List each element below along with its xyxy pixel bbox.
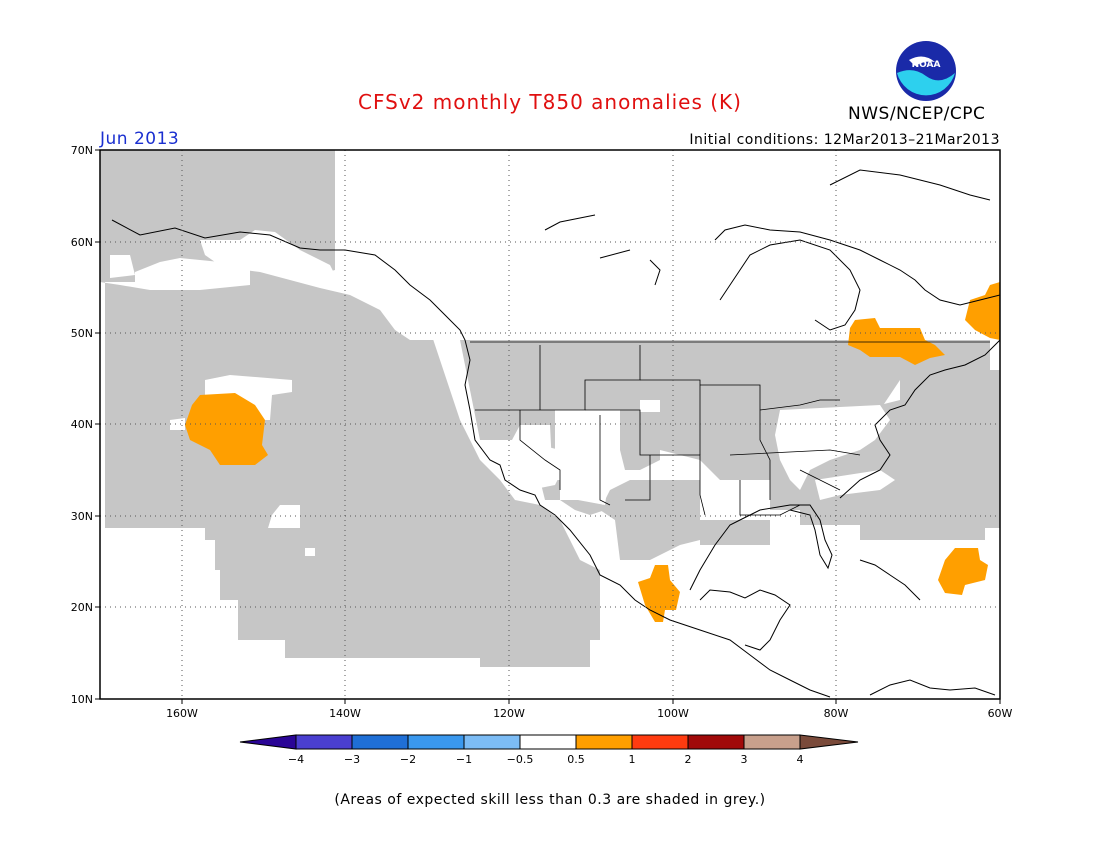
map-field	[100, 150, 1000, 699]
lat-label: 30N	[71, 510, 93, 523]
lat-label: 60N	[71, 236, 93, 249]
map-title: CFSv2 monthly T850 anomalies (K)	[358, 90, 742, 114]
colorbar-label: 4	[797, 753, 804, 766]
colorbar-segment	[631, 734, 689, 750]
colorbar-segment	[407, 734, 465, 750]
warm-anomaly-regions	[185, 282, 1000, 622]
colorbar-arrow-high	[799, 734, 859, 750]
colorbar-labels: −4 −3 −2 −1 −0.5 0.5 1 2 3 4	[288, 753, 804, 766]
initial-conditions: Initial conditions: 12Mar2013–21Mar2013	[689, 132, 1000, 148]
colorbar-label: −3	[344, 753, 360, 766]
lon-label: 100W	[657, 707, 689, 720]
lat-label: 40N	[71, 418, 93, 431]
colorbar-label: −2	[400, 753, 416, 766]
colorbar-segment	[743, 734, 801, 750]
state-borders	[470, 341, 990, 516]
lon-label: 140W	[329, 707, 361, 720]
noaa-logo-text: NOAA	[912, 60, 941, 70]
colorbar-segment	[575, 734, 633, 750]
maritimes-warm	[965, 282, 1000, 340]
org-label: NWS/NCEP/CPC	[848, 104, 986, 124]
colorbar-segment	[351, 734, 409, 750]
colorbar-segment	[295, 734, 353, 750]
axis-ticks	[95, 149, 1001, 704]
skill-areas-white	[110, 230, 895, 556]
forecast-month: Jun 2013	[100, 129, 180, 149]
lon-label: 160W	[166, 707, 198, 720]
footnote: (Areas of expected skill less than 0.3 a…	[334, 792, 766, 808]
colorbar-label: 3	[741, 753, 748, 766]
central-pacific-warm	[185, 393, 268, 465]
colorbar-label: −1	[456, 753, 472, 766]
colorbar-arrow-low	[239, 734, 297, 750]
colorbar-label: 0.5	[567, 753, 585, 766]
lon-labels: 160W 140W 120W 100W 80W 60W	[166, 707, 1012, 720]
lon-label: 60W	[988, 707, 1013, 720]
noaa-logo: NOAA	[896, 41, 956, 101]
lon-label: 120W	[493, 707, 525, 720]
colorbar-label: −4	[288, 753, 304, 766]
colorbar-label: 1	[629, 753, 636, 766]
mexico-warm	[638, 565, 680, 622]
colorbar-segment	[687, 734, 745, 750]
colorbar	[239, 734, 859, 750]
quebec-warm	[848, 318, 945, 365]
colorbar-label: 2	[685, 753, 692, 766]
lat-label: 70N	[71, 144, 93, 157]
colorbar-segment	[463, 734, 521, 750]
colorbar-segment	[519, 734, 577, 750]
lat-label: 10N	[71, 693, 93, 706]
lat-label: 20N	[71, 601, 93, 614]
lon-label: 80W	[824, 707, 849, 720]
atlantic-warm	[938, 548, 988, 595]
lat-labels: 70N 60N 50N 40N 30N 20N 10N	[71, 144, 93, 706]
graticule	[100, 150, 1000, 699]
colorbar-label: −0.5	[507, 753, 534, 766]
lat-label: 50N	[71, 327, 93, 340]
coastlines	[111, 169, 1000, 698]
